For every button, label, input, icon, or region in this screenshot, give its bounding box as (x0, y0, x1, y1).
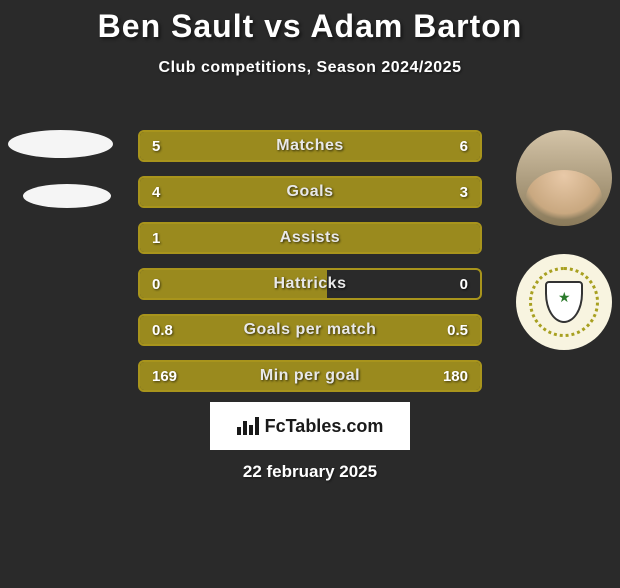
chart-bars-icon (237, 417, 259, 435)
player-right-club-logo: ★ (516, 254, 612, 350)
player-left-sidebar (8, 130, 113, 208)
player-left-club-logo (23, 184, 111, 208)
stat-label: Hattricks (140, 275, 480, 293)
stat-value-right: 0.5 (447, 322, 468, 339)
subtitle: Club competitions, Season 2024/2025 (0, 59, 620, 77)
player-right-avatar (516, 130, 612, 226)
stat-label: Matches (140, 137, 480, 155)
player-left-avatar (8, 130, 113, 158)
player-right-sidebar: ★ (516, 130, 612, 350)
stat-row: 0.8Goals per match0.5 (138, 314, 482, 346)
stat-row: 5Matches6 (138, 130, 482, 162)
branding-box[interactable]: FcTables.com (210, 402, 410, 450)
page-title: Ben Sault vs Adam Barton (0, 8, 620, 45)
stat-label: Min per goal (140, 367, 480, 385)
club-crest-icon: ★ (529, 267, 599, 337)
date-label: 22 february 2025 (0, 462, 620, 482)
stat-label: Goals per match (140, 321, 480, 339)
stat-row: 4Goals3 (138, 176, 482, 208)
stat-row: 0Hattricks0 (138, 268, 482, 300)
stat-row: 1Assists (138, 222, 482, 254)
branding-text: FcTables.com (265, 416, 384, 437)
stat-value-right: 6 (460, 138, 468, 155)
stat-value-right: 3 (460, 184, 468, 201)
stats-list: 5Matches6 4Goals3 1Assists 0Hattricks0 0.8Go… (138, 130, 482, 406)
stat-row: 169Min per goal180 (138, 360, 482, 392)
stat-label: Goals (140, 183, 480, 201)
stat-label: Assists (140, 229, 480, 247)
stat-value-right: 0 (460, 276, 468, 293)
stat-value-right: 180 (443, 368, 468, 385)
